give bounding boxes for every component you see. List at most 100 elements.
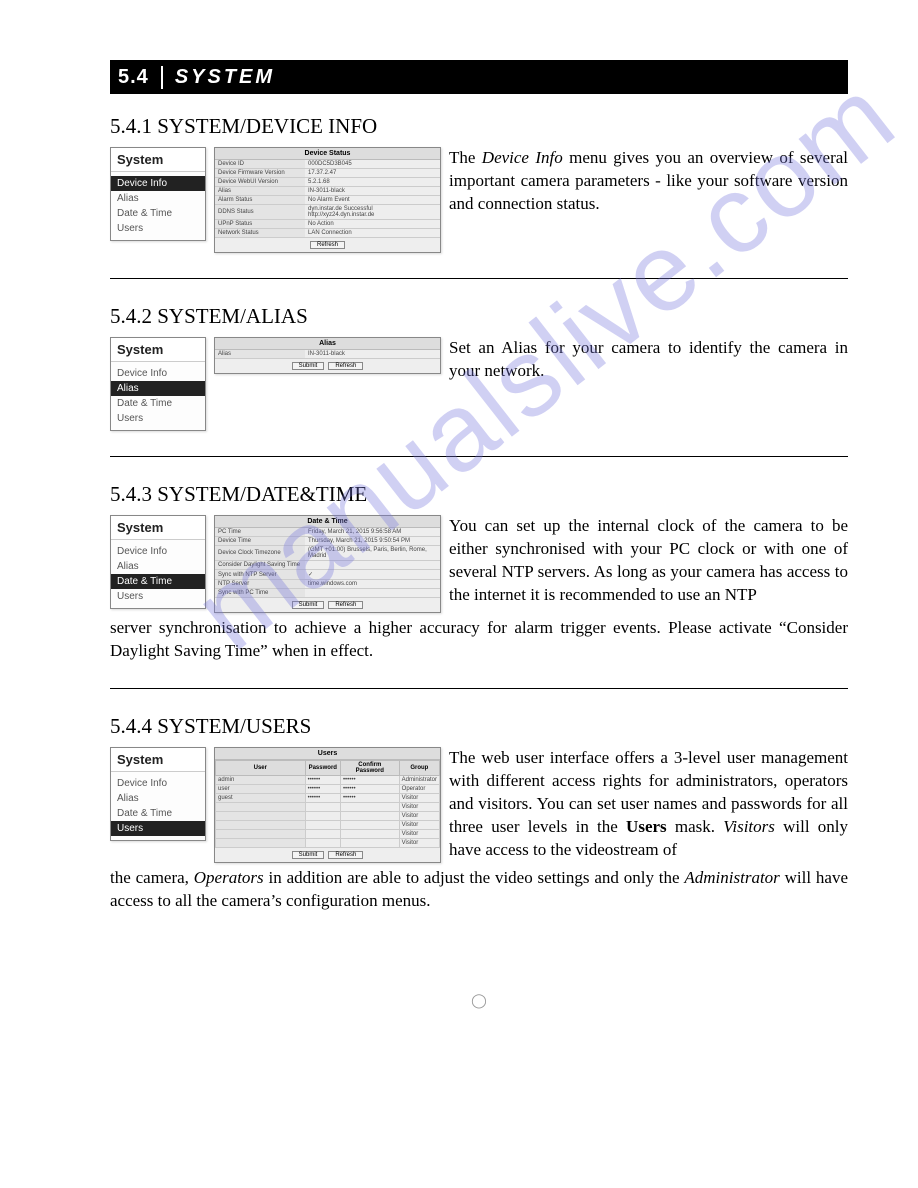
section-heading: 5.4.2 SYSTEM/ALIAS <box>110 304 848 329</box>
sidebar-item: Date & Time <box>111 396 205 411</box>
detail-value: LAN Connection <box>305 229 440 238</box>
detail-title: Date & Time <box>215 516 440 528</box>
detail-label: PC Time <box>215 528 305 537</box>
detail-label: Network Status <box>215 229 305 238</box>
users-cell <box>340 829 399 838</box>
detail-panel-thumb: AliasAliasIN-3011-black SubmitRefresh <box>214 337 441 374</box>
section-heading: 5.4.4 SYSTEM/USERS <box>110 714 848 739</box>
users-col-header: User <box>216 760 306 775</box>
detail-label: Consider Daylight Saving Time <box>215 561 305 570</box>
section-body: SystemDevice InfoAliasDate & TimeUsersUs… <box>110 747 848 863</box>
body-text-continued: server synchronisation to achieve a high… <box>110 617 848 663</box>
detail-label: UPnP Status <box>215 220 305 229</box>
users-cell <box>216 811 306 820</box>
detail-button: Submit <box>292 601 325 609</box>
users-cell <box>305 811 340 820</box>
users-cell: Visitor <box>399 820 439 829</box>
sidebar-item: Alias <box>111 381 205 396</box>
sidebar-item: Date & Time <box>111 806 205 821</box>
detail-label: Device WebUI Version <box>215 178 305 187</box>
detail-value: IN-3011-black <box>305 350 440 359</box>
detail-value <box>305 561 440 570</box>
users-col-header: Password <box>305 760 340 775</box>
users-cell <box>216 820 306 829</box>
sidebar-item: Users <box>111 821 205 836</box>
section-body: SystemDevice InfoAliasDate & TimeUsersDa… <box>110 515 848 613</box>
users-cell: Visitor <box>399 838 439 847</box>
document-page: manualslive.com 5.4 SYSTEM 5.4.1 SYSTEM/… <box>0 0 918 1050</box>
sidebar-title: System <box>111 516 205 540</box>
detail-value: 5.2.1.68 <box>305 178 440 187</box>
detail-button: Refresh <box>328 362 363 370</box>
sidebar-item: Alias <box>111 791 205 806</box>
detail-title: Device Status <box>215 148 440 160</box>
detail-button: Refresh <box>310 241 345 249</box>
users-cell <box>340 820 399 829</box>
detail-label: Sync with PC Time <box>215 589 305 598</box>
sidebar-item: Users <box>111 411 205 426</box>
users-col-header: Confirm Password <box>340 760 399 775</box>
users-cell <box>305 802 340 811</box>
detail-value: No Alarm Event <box>305 196 440 205</box>
users-cell: Visitor <box>399 811 439 820</box>
users-cell: •••••• <box>340 775 399 784</box>
users-cell <box>305 820 340 829</box>
page-footer: ◯ <box>110 993 848 1010</box>
detail-title: Alias <box>215 338 440 350</box>
body-text: The web user interface offers a 3-level … <box>449 747 848 862</box>
detail-button: Refresh <box>328 601 363 609</box>
detail-label: Device ID <box>215 160 305 169</box>
detail-button: Submit <box>292 851 325 859</box>
users-cell: •••••• <box>305 784 340 793</box>
system-sidebar-thumb: System Device InfoAliasDate & TimeUsers <box>110 337 206 431</box>
users-cell <box>216 838 306 847</box>
detail-value: time.windows.com <box>305 580 440 589</box>
section-divider <box>110 278 848 279</box>
detail-panel-thumb: Date & TimePC TimeFriday, March 21, 2015… <box>214 515 441 613</box>
body-text: You can set up the internal clock of the… <box>449 515 848 607</box>
users-cell: Administrator <box>399 775 439 784</box>
detail-label: DDNS Status <box>215 205 305 220</box>
sidebar-item: Alias <box>111 559 205 574</box>
users-cell <box>340 811 399 820</box>
sidebar-item: Users <box>111 221 205 236</box>
users-cell: Visitor <box>399 802 439 811</box>
doc-section-users: 5.4.4 SYSTEM/USERS SystemDevice InfoAlias… <box>110 714 848 913</box>
detail-value: dyn.instar.de Successful http://xyz24.dy… <box>305 205 440 220</box>
sidebar-item: Users <box>111 589 205 604</box>
users-cell <box>340 838 399 847</box>
detail-label: Device Clock Timezone <box>215 546 305 561</box>
sidebar-item: Device Info <box>111 776 205 791</box>
section-body: SystemDevice InfoAliasDate & TimeUsers De… <box>110 147 848 253</box>
system-sidebar-thumb: SystemDevice InfoAliasDate & TimeUsers <box>110 515 206 609</box>
detail-value: No Action <box>305 220 440 229</box>
sidebar-title: System <box>111 338 205 362</box>
users-cell <box>340 802 399 811</box>
system-sidebar-thumb: SystemDevice InfoAliasDate & TimeUsers <box>110 747 206 841</box>
users-cell: Operator <box>399 784 439 793</box>
detail-panel-thumb: UsersUserPasswordConfirm PasswordGroupad… <box>214 747 441 863</box>
section-heading: 5.4.3 SYSTEM/DATE&TIME <box>110 482 848 507</box>
users-cell <box>216 829 306 838</box>
sidebar-item: Device Info <box>111 366 205 381</box>
detail-button: Refresh <box>328 851 363 859</box>
body-text: The Device Info menu gives you an overvi… <box>449 147 848 216</box>
system-sidebar-thumb: SystemDevice InfoAliasDate & TimeUsers <box>110 147 206 241</box>
users-cell: •••••• <box>305 793 340 802</box>
detail-button: Submit <box>292 362 325 370</box>
detail-value: Friday, March 21, 2015 9:56:58 AM <box>305 528 440 537</box>
section-heading: 5.4.1 SYSTEM/DEVICE INFO <box>110 114 848 139</box>
detail-label: Alias <box>215 187 305 196</box>
section-title: SYSTEM <box>163 66 275 89</box>
sidebar-item: Alias <box>111 191 205 206</box>
users-cell: •••••• <box>305 775 340 784</box>
section-number: 5.4 <box>110 66 163 89</box>
detail-label: Sync with NTP Server <box>215 570 305 580</box>
detail-label: Alarm Status <box>215 196 305 205</box>
detail-value: ✓ <box>305 570 440 580</box>
detail-label: Alias <box>215 350 305 359</box>
page-number-placeholder: ◯ <box>471 994 487 1009</box>
users-cell: guest <box>216 793 306 802</box>
section-body: SystemDevice InfoAliasDate & TimeUsersAl… <box>110 337 848 431</box>
sidebar-item: Date & Time <box>111 206 205 221</box>
